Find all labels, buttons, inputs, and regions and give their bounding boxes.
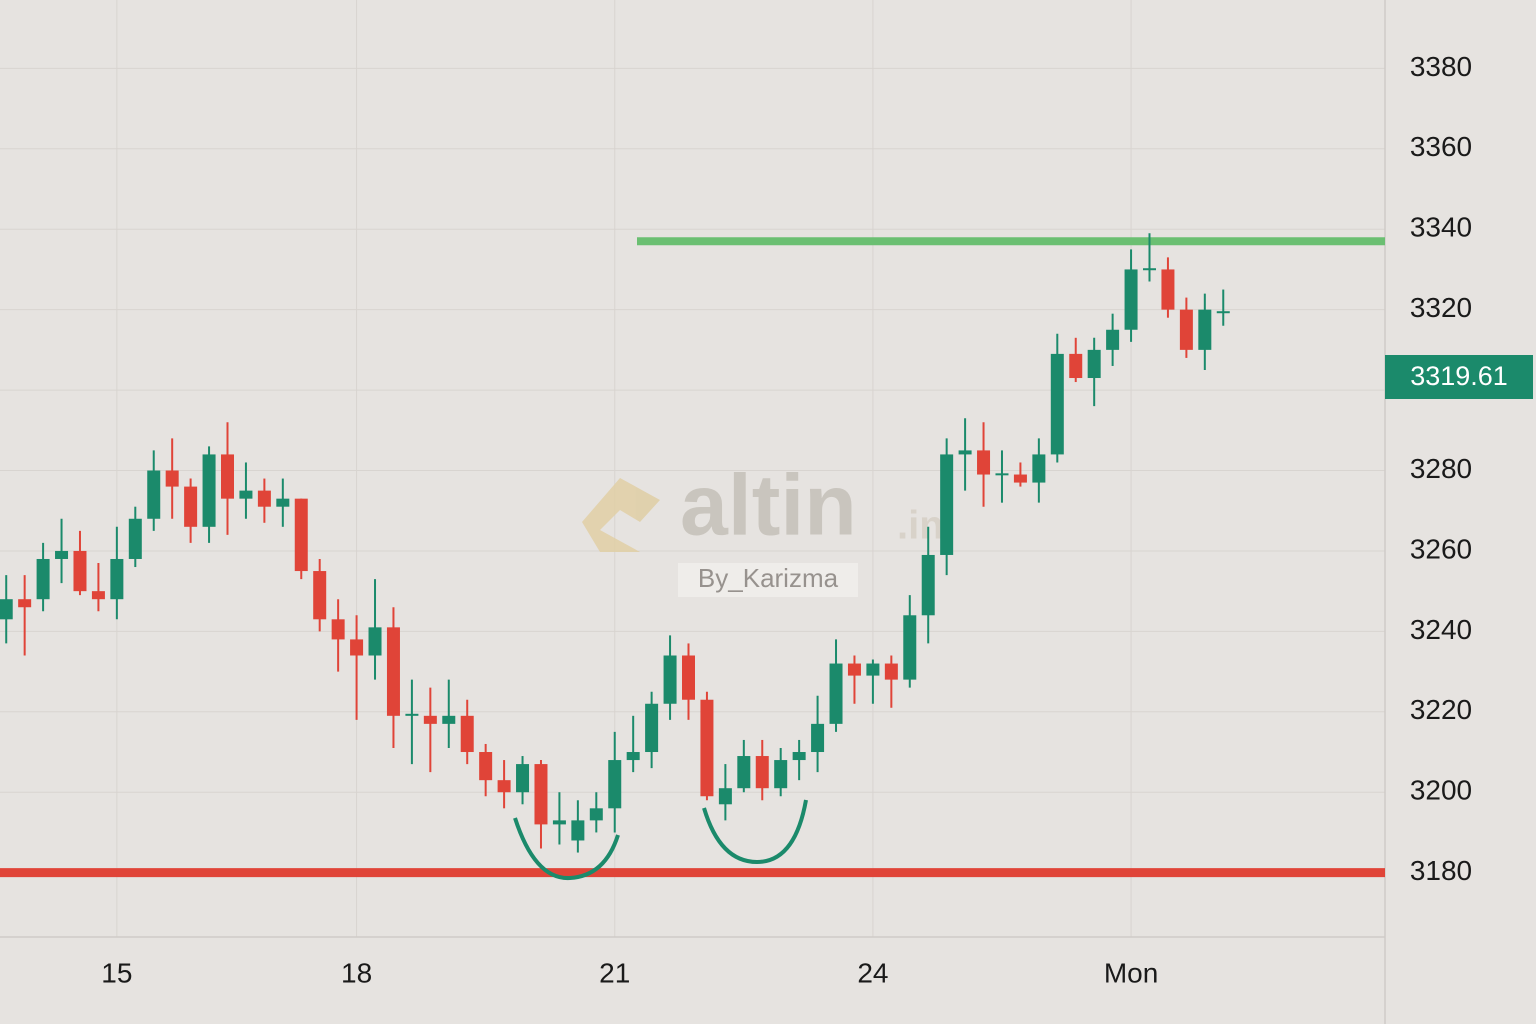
candle-body	[331, 619, 345, 640]
price-label: 3319.61	[1410, 361, 1508, 391]
pattern-arc	[702, 799, 808, 865]
candle-body	[995, 473, 1009, 476]
candle-body	[386, 627, 400, 716]
candle-body	[1013, 474, 1027, 483]
y-tick-label: 3180	[1410, 855, 1472, 886]
y-tick-label: 3240	[1410, 614, 1472, 645]
x-tick-label: 21	[599, 957, 630, 988]
candle-body	[534, 764, 548, 825]
candle-body	[368, 627, 382, 656]
candle-body	[737, 756, 751, 789]
x-tick-label: 24	[857, 957, 888, 988]
y-tick-label: 3320	[1410, 292, 1472, 323]
candle-body	[221, 454, 234, 499]
candle-body	[792, 752, 806, 761]
candle-body	[682, 655, 695, 700]
candle-body	[18, 599, 32, 608]
candle-body	[1124, 269, 1138, 330]
watermark-domain: .in	[897, 504, 944, 548]
candle-body	[294, 498, 308, 572]
candle-body	[1050, 353, 1064, 455]
x-tick-label: Mon	[1104, 957, 1158, 988]
candle-body	[442, 715, 456, 724]
levels	[0, 237, 1385, 878]
candle-body	[1179, 309, 1193, 350]
candle-body	[1106, 329, 1120, 350]
candle-body	[1143, 268, 1156, 271]
y-tick-label: 3260	[1410, 533, 1472, 564]
candle-body	[257, 490, 271, 507]
candle-body	[1087, 349, 1101, 379]
candle-body	[552, 820, 566, 825]
y-tick-label: 3340	[1410, 212, 1472, 243]
candle-body	[1216, 311, 1230, 314]
candle-body	[571, 820, 585, 841]
candle-body	[589, 808, 603, 821]
x-tick-label: 18	[341, 957, 372, 988]
watermark-brand: altin	[680, 458, 857, 554]
candle-body	[239, 490, 253, 499]
grid	[0, 0, 1385, 937]
candle-body	[0, 599, 13, 620]
candle-body	[55, 550, 69, 559]
watermark-author-box	[678, 563, 858, 597]
candle-body	[1198, 309, 1212, 350]
pattern-arc	[513, 817, 620, 881]
candle-body	[829, 663, 843, 724]
candle-body	[847, 663, 861, 676]
candle-body	[1069, 353, 1083, 379]
candle-body	[479, 752, 493, 781]
y-tick-label: 3360	[1410, 131, 1472, 162]
candle-body	[73, 550, 87, 592]
candle-body	[718, 788, 732, 805]
candle-body	[645, 703, 659, 753]
candle-body	[460, 715, 474, 753]
candle-body	[313, 571, 327, 620]
candle-body	[423, 715, 437, 724]
watermark-logo	[582, 478, 660, 552]
candle-body	[110, 558, 124, 600]
price-label-box	[1385, 355, 1533, 399]
candle-body	[184, 486, 198, 527]
candle-body	[202, 454, 216, 527]
candle-body	[147, 470, 161, 519]
y-tick-label: 3280	[1410, 453, 1472, 484]
watermark-author: By_Karizma	[698, 563, 839, 593]
candle-body	[866, 663, 880, 676]
candle-body	[36, 558, 50, 600]
candle-body	[276, 498, 290, 507]
watermark: altin .in By_Karizma	[582, 458, 944, 597]
candle-body	[940, 454, 954, 555]
candle-body	[977, 450, 991, 475]
x-tick-label: 15	[101, 957, 132, 988]
candle-body	[165, 470, 179, 487]
y-tick-label: 3380	[1410, 51, 1472, 82]
candle-body	[755, 756, 769, 789]
candle-body	[350, 639, 364, 656]
candle-body	[405, 713, 419, 716]
candle-body	[91, 591, 105, 600]
candle-body	[774, 760, 788, 789]
y-tick-label: 3200	[1410, 775, 1472, 806]
candle-body	[884, 663, 898, 680]
candle-body	[626, 752, 640, 761]
candles	[0, 233, 1230, 853]
candle-body	[1032, 454, 1046, 483]
candle-body	[516, 764, 530, 793]
candle-body	[700, 699, 714, 797]
candle-body	[903, 615, 917, 680]
candle-body	[497, 780, 511, 793]
y-tick-label: 3220	[1410, 694, 1472, 725]
candle-body	[921, 554, 935, 616]
candle-body	[958, 450, 972, 455]
candle-body	[608, 760, 622, 809]
candle-body	[1161, 269, 1175, 310]
candle-body	[811, 723, 825, 753]
candle-body	[663, 655, 677, 704]
candle-body	[128, 518, 142, 559]
